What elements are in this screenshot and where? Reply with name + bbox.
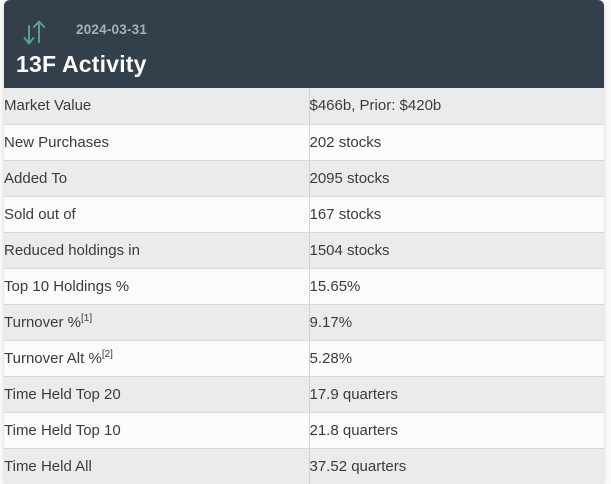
table-row: Added To 2095 stocks xyxy=(4,160,604,197)
report-date: 2024-03-31 xyxy=(76,22,148,37)
activity-stats-table-body: Market Value $466b, Prior: $420b New Purch… xyxy=(4,88,604,484)
page-title: 13F Activity xyxy=(16,51,147,77)
header-topline: 2024-03-31 xyxy=(16,18,588,48)
row-value: 37.52 quarters xyxy=(308,448,604,484)
row-label: Sold out of xyxy=(4,196,309,233)
table-row: Turnover Alt %[2] 5.28% xyxy=(4,340,604,377)
table-row: Market Value $466b, Prior: $420b xyxy=(4,88,604,125)
row-label: Top 10 Holdings % xyxy=(4,268,309,305)
row-value: 15.65% xyxy=(308,268,604,305)
footnote-ref: [2] xyxy=(101,348,113,360)
table-row: Time Held Top 10 21.8 quarters xyxy=(4,412,604,449)
row-label: Added To xyxy=(4,160,309,197)
row-label: Time Held Top 10 xyxy=(4,412,309,449)
table-row: Time Held All 37.52 quarters xyxy=(4,448,604,484)
row-label: Time Held Top 20 xyxy=(4,376,309,413)
table-row: Top 10 Holdings % 15.65% xyxy=(4,268,604,305)
13f-activity-card: 2024-03-31 13F Activity Market Value $466… xyxy=(4,0,604,484)
row-label: Market Value xyxy=(4,88,309,125)
row-value: 17.9 quarters xyxy=(308,376,604,413)
row-value: 1504 stocks xyxy=(308,232,604,269)
table-row: Reduced holdings in 1504 stocks xyxy=(4,232,604,269)
row-value: 167 stocks xyxy=(308,196,604,233)
row-value: 2095 stocks xyxy=(308,160,604,197)
row-value: 21.8 quarters xyxy=(308,412,604,449)
activity-stats-table: Market Value $466b, Prior: $420b New Purch… xyxy=(4,88,604,484)
row-value: 9.17% xyxy=(308,304,604,341)
row-label: Time Held All xyxy=(4,448,309,484)
up-down-arrows-icon xyxy=(22,18,48,51)
row-label: New Purchases xyxy=(4,124,309,161)
footnote-ref: [1] xyxy=(80,312,93,324)
table-row: New Purchases 202 stocks xyxy=(4,124,604,161)
row-value: 5.28% xyxy=(308,340,604,377)
table-row: Turnover %[1] 9.17% xyxy=(4,304,604,341)
table-row: Sold out of 167 stocks xyxy=(4,196,604,233)
row-label: Turnover Alt %[2] xyxy=(4,340,309,377)
row-value: 202 stocks xyxy=(308,124,604,161)
row-label: Reduced holdings in xyxy=(4,232,309,269)
row-value: $466b, Prior: $420b xyxy=(308,88,604,125)
table-row: Time Held Top 20 17.9 quarters xyxy=(4,376,604,413)
row-label: Turnover %[1] xyxy=(4,304,309,341)
card-header: 2024-03-31 13F Activity xyxy=(4,0,604,88)
